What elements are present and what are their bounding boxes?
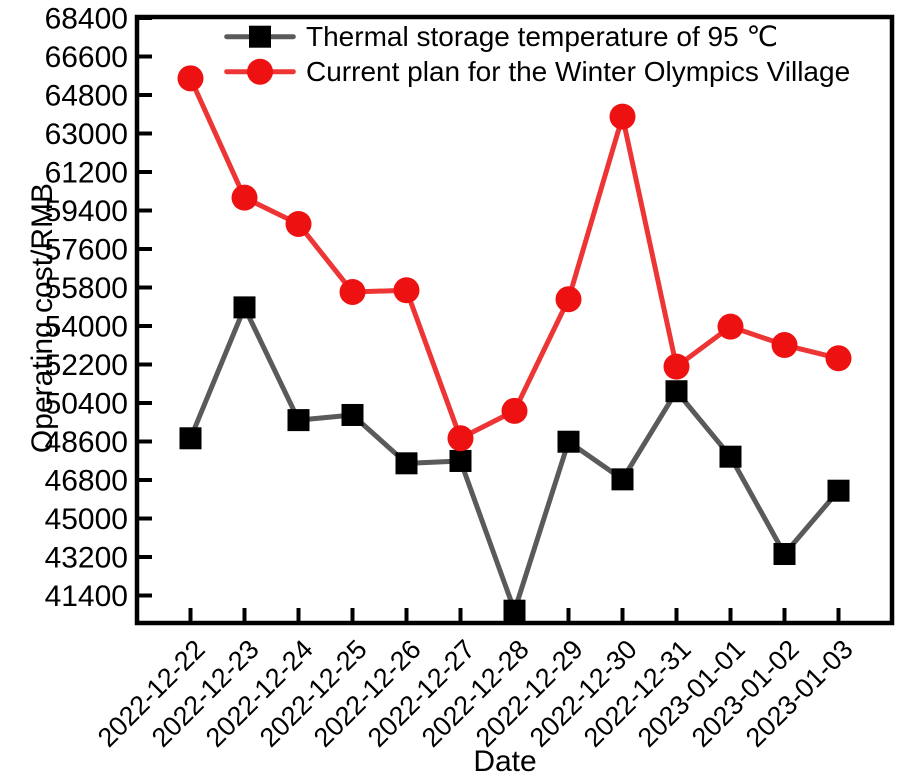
thermal-storage-95c-data-point <box>395 452 418 475</box>
thermal-storage-95c-data-point <box>179 427 202 450</box>
y-tick-label: 41400 <box>45 580 128 613</box>
y-tick-label: 63000 <box>45 118 128 151</box>
winter-olympics-plan-data-point <box>177 65 204 92</box>
y-tick-label: 45000 <box>45 503 128 536</box>
thermal-storage-95c-data-point <box>287 409 310 432</box>
legend-marker-thermal-storage-95c <box>249 25 271 48</box>
y-tick-label: 50400 <box>45 388 128 421</box>
thermal-storage-95c-data-point <box>449 449 472 472</box>
thermal-storage-95c-data-point <box>233 296 256 319</box>
winter-olympics-plan-data-point <box>285 210 312 237</box>
y-tick-label: 52200 <box>45 349 128 382</box>
y-tick-label: 61200 <box>45 157 128 190</box>
y-tick-label: 55800 <box>45 272 128 305</box>
y-tick-label: 57600 <box>45 234 128 267</box>
winter-olympics-plan-data-point <box>393 277 420 304</box>
winter-olympics-plan-data-point <box>447 425 474 452</box>
thermal-storage-95c-data-point <box>719 445 742 468</box>
winter-olympics-plan-data-point <box>339 278 366 305</box>
thermal-storage-95c-data-point <box>503 599 526 622</box>
winter-olympics-plan-data-point <box>663 353 690 380</box>
legend-marker-winter-olympics-plan <box>247 58 273 85</box>
y-tick-label: 43200 <box>45 542 128 575</box>
winter-olympics-plan-data-point <box>825 345 852 372</box>
winter-olympics-plan-data-point <box>555 286 582 313</box>
winter-olympics-plan-data-point <box>231 184 258 211</box>
thermal-storage-95c-data-point <box>611 468 634 491</box>
winter-olympics-plan-series-line <box>188 75 841 441</box>
thermal-storage-95c-data-point <box>773 543 796 566</box>
winter-olympics-plan-data-point <box>609 103 636 130</box>
y-tick-label: 64800 <box>45 80 128 113</box>
thermal-storage-95c-data-point <box>557 430 580 453</box>
y-tick-label: 68400 <box>45 3 128 36</box>
plot-frame <box>134 14 895 626</box>
winter-olympics-plan-data-point <box>501 397 528 424</box>
y-tick-label: 59400 <box>45 195 128 228</box>
y-tick-label: 46800 <box>45 465 128 498</box>
thermal-storage-95c-data-point <box>827 479 850 502</box>
winter-olympics-plan-data-point <box>771 332 798 359</box>
y-tick-label: 48600 <box>45 426 128 459</box>
thermal-storage-95c-data-point <box>341 403 364 426</box>
winter-olympics-plan-data-point <box>717 313 744 340</box>
thermal-storage-95c-data-point <box>665 380 688 403</box>
y-tick-label: 66600 <box>45 41 128 74</box>
y-tick-label: 54000 <box>45 311 128 344</box>
